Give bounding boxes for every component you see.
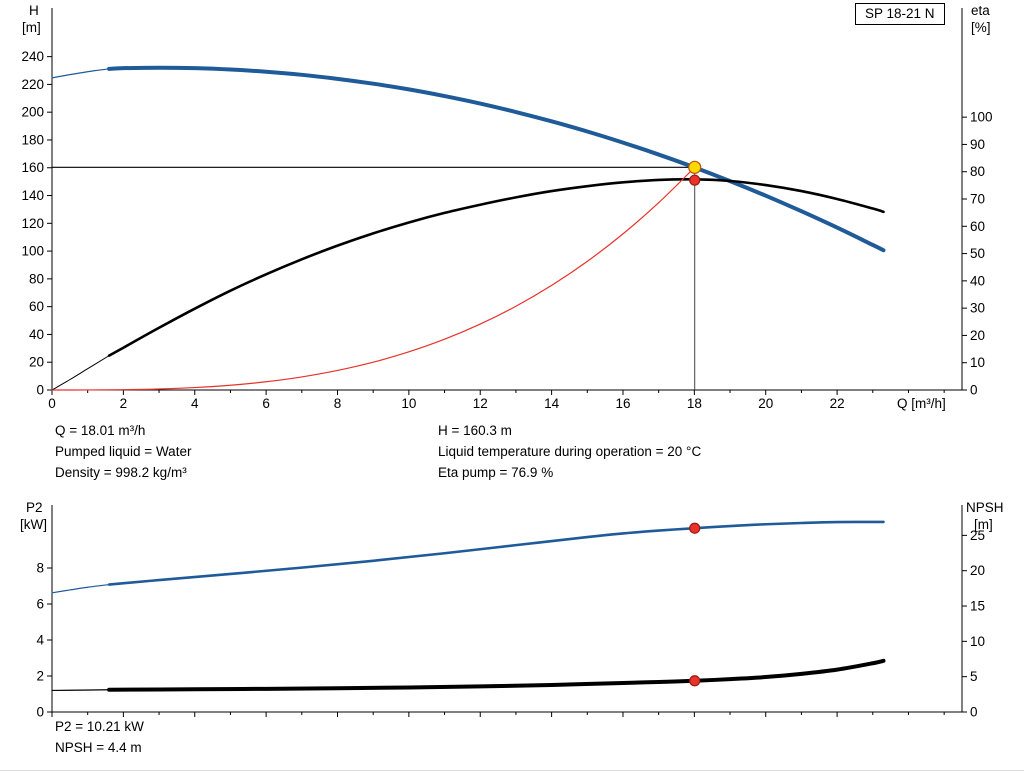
svg-text:20: 20 [970, 328, 985, 343]
power-annotations: P2 = 10.21 kW NPSH = 4.4 m [55, 716, 144, 758]
svg-text:20: 20 [758, 396, 773, 411]
eta-axis-title: eta [971, 3, 990, 18]
svg-text:10: 10 [970, 634, 985, 649]
svg-text:100: 100 [970, 110, 993, 125]
svg-text:70: 70 [970, 192, 985, 207]
svg-text:0: 0 [970, 383, 978, 398]
annotation-density: Density = 998.2 kg/m³ [55, 465, 187, 480]
svg-text:5: 5 [970, 669, 978, 684]
svg-text:40: 40 [970, 273, 985, 288]
duty-annotations-left: Q = 18.01 m³/h Pumped liquid = Water Den… [55, 420, 191, 483]
flow-axis-title: Q [m³/h] [897, 396, 946, 411]
p2-axis-title: P2 [26, 500, 43, 515]
npsh-axis-title: NPSH [966, 500, 1004, 515]
svg-text:50: 50 [970, 246, 985, 261]
svg-text:30: 30 [970, 301, 985, 316]
head-axis-title: H [29, 3, 39, 18]
svg-text:220: 220 [21, 77, 44, 92]
annotation-p2: P2 = 10.21 kW [55, 719, 144, 734]
svg-text:100: 100 [21, 244, 44, 259]
svg-text:2: 2 [36, 669, 44, 684]
svg-text:8: 8 [36, 561, 44, 576]
svg-text:240: 240 [21, 49, 44, 64]
annotation-temperature: Liquid temperature during operation = 20… [438, 444, 702, 459]
duty-annotations-right: H = 160.3 m Liquid temperature during op… [438, 420, 701, 483]
svg-text:4: 4 [36, 633, 44, 648]
annotation-npsh: NPSH = 4.4 m [55, 740, 142, 755]
svg-text:0: 0 [36, 383, 44, 398]
svg-text:16: 16 [615, 396, 630, 411]
svg-text:4: 4 [191, 396, 199, 411]
svg-text:140: 140 [21, 188, 44, 203]
svg-text:0: 0 [36, 705, 44, 720]
p2-axis-unit: [kW] [20, 517, 47, 532]
svg-text:90: 90 [970, 137, 985, 152]
svg-text:200: 200 [21, 105, 44, 120]
svg-text:180: 180 [21, 132, 44, 147]
svg-text:18: 18 [687, 396, 702, 411]
svg-text:40: 40 [29, 327, 44, 342]
svg-text:8: 8 [334, 396, 342, 411]
svg-text:0: 0 [48, 396, 56, 411]
eta-axis-unit: [%] [971, 20, 991, 35]
svg-text:80: 80 [29, 271, 44, 286]
svg-text:2: 2 [120, 396, 128, 411]
npsh-axis-unit: [m] [974, 517, 993, 532]
annotation-liquid: Pumped liquid = Water [55, 444, 192, 459]
annotation-head: H = 160.3 m [438, 423, 512, 438]
pump-model-badge: SP 18-21 N [855, 3, 945, 25]
svg-text:20: 20 [29, 355, 44, 370]
head-axis-unit: [m] [22, 20, 41, 35]
svg-text:6: 6 [36, 597, 44, 612]
svg-text:160: 160 [21, 160, 44, 175]
svg-text:25: 25 [970, 528, 985, 543]
bottom-divider [0, 770, 1024, 771]
svg-text:12: 12 [473, 396, 488, 411]
svg-text:60: 60 [970, 219, 985, 234]
svg-text:120: 120 [21, 216, 44, 231]
svg-text:15: 15 [970, 599, 985, 614]
svg-text:60: 60 [29, 299, 44, 314]
annotation-flow: Q = 18.01 m³/h [55, 423, 146, 438]
svg-text:20: 20 [970, 563, 985, 578]
annotation-eta: Eta pump = 76.9 % [438, 465, 554, 480]
svg-text:0: 0 [970, 705, 978, 720]
svg-text:10: 10 [401, 396, 416, 411]
svg-text:22: 22 [830, 396, 845, 411]
svg-text:80: 80 [970, 164, 985, 179]
svg-text:10: 10 [970, 355, 985, 370]
svg-text:14: 14 [544, 396, 560, 411]
svg-text:6: 6 [262, 396, 270, 411]
